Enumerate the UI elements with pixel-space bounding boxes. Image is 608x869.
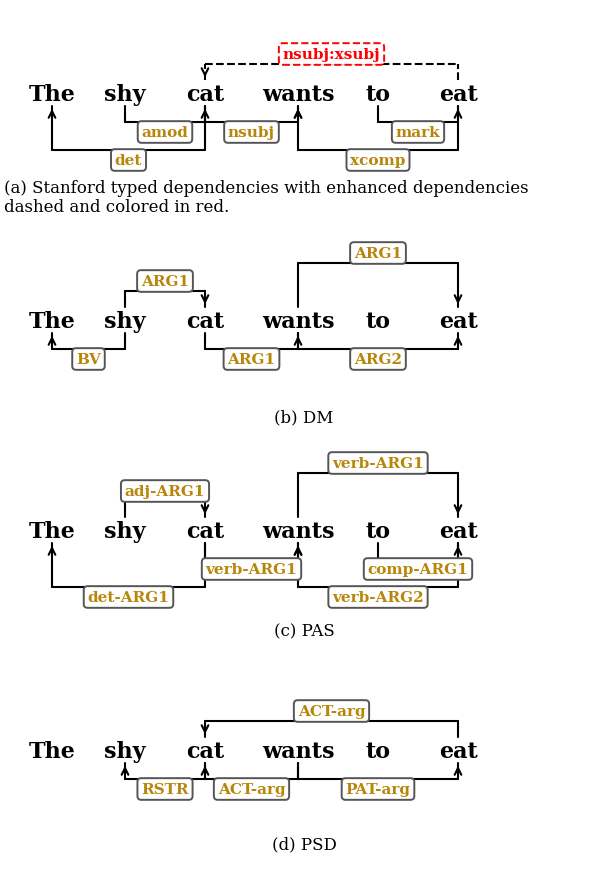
Text: comp-ARG1: comp-ARG1: [368, 562, 468, 576]
Text: ARG1: ARG1: [227, 353, 275, 367]
Text: nsubj: nsubj: [228, 126, 275, 140]
Text: BV: BV: [76, 353, 101, 367]
Text: wants: wants: [262, 740, 334, 762]
Text: The: The: [29, 740, 75, 762]
Text: shy: shy: [104, 84, 146, 106]
Text: cat: cat: [186, 740, 224, 762]
Text: The: The: [29, 84, 75, 106]
Text: shy: shy: [104, 310, 146, 333]
Text: wants: wants: [262, 84, 334, 106]
Text: det: det: [115, 154, 142, 168]
Text: verb-ARG2: verb-ARG2: [332, 590, 424, 604]
Text: shy: shy: [104, 740, 146, 762]
Text: to: to: [365, 310, 390, 333]
Text: PAT-arg: PAT-arg: [345, 782, 410, 796]
Text: eat: eat: [438, 84, 477, 106]
Text: cat: cat: [186, 521, 224, 542]
Text: verb-ARG1: verb-ARG1: [206, 562, 297, 576]
Text: The: The: [29, 521, 75, 542]
Text: eat: eat: [438, 310, 477, 333]
Text: The: The: [29, 310, 75, 333]
Text: eat: eat: [438, 740, 477, 762]
Text: mark: mark: [396, 126, 440, 140]
Text: verb-ARG1: verb-ARG1: [332, 456, 424, 470]
Text: to: to: [365, 84, 390, 106]
Text: ARG1: ARG1: [141, 275, 189, 289]
Text: (c) PAS: (c) PAS: [274, 623, 334, 640]
Text: xcomp: xcomp: [350, 154, 406, 168]
Text: (b) DM: (b) DM: [274, 409, 334, 426]
Text: to: to: [365, 521, 390, 542]
Text: RSTR: RSTR: [141, 782, 188, 796]
Text: ARG2: ARG2: [354, 353, 402, 367]
Text: nsubj:xsubj: nsubj:xsubj: [283, 48, 381, 62]
Text: cat: cat: [186, 310, 224, 333]
Text: cat: cat: [186, 84, 224, 106]
Text: ARG1: ARG1: [354, 247, 402, 261]
Text: to: to: [365, 740, 390, 762]
Text: wants: wants: [262, 310, 334, 333]
Text: adj-ARG1: adj-ARG1: [125, 484, 206, 499]
Text: ACT-arg: ACT-arg: [298, 704, 365, 718]
Text: wants: wants: [262, 521, 334, 542]
Text: det-ARG1: det-ARG1: [88, 590, 170, 604]
Text: (d) PSD: (d) PSD: [272, 835, 336, 852]
Text: amod: amod: [142, 126, 188, 140]
Text: eat: eat: [438, 521, 477, 542]
Text: shy: shy: [104, 521, 146, 542]
Text: (a) Stanford typed dependencies with enhanced dependencies
dashed and colored in: (a) Stanford typed dependencies with enh…: [4, 180, 528, 216]
Text: ACT-arg: ACT-arg: [218, 782, 285, 796]
